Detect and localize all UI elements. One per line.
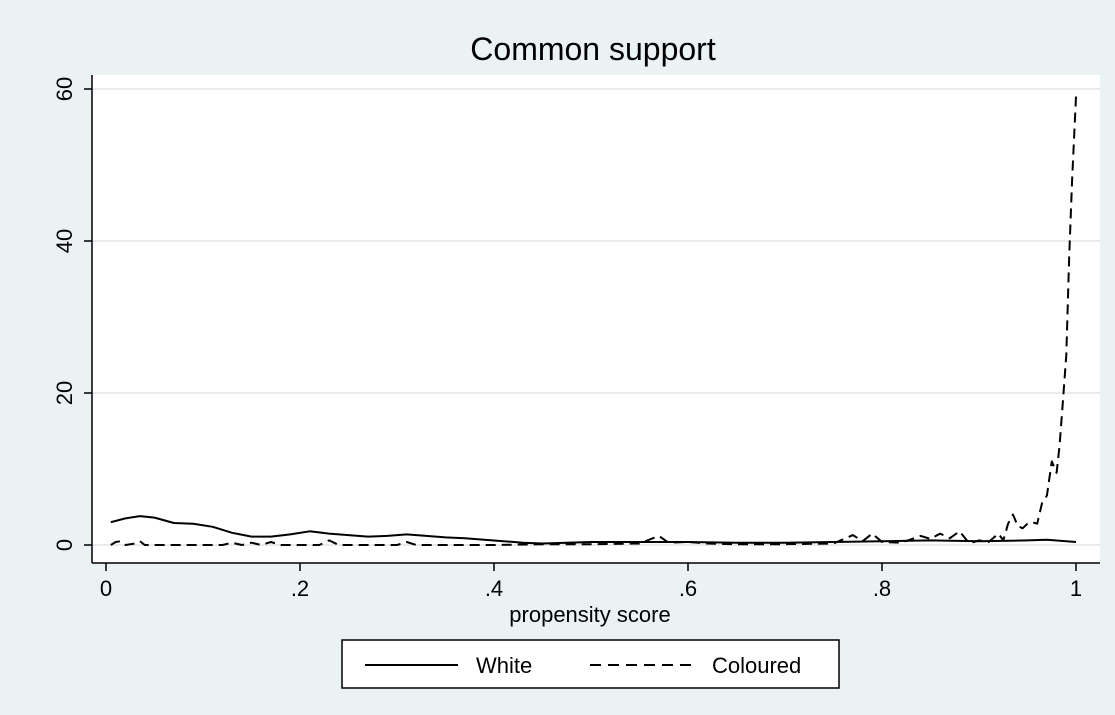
- axes: [91, 75, 1100, 564]
- y-tick-label-1: 20: [52, 381, 77, 405]
- x-tick-label-5: 1: [1070, 576, 1082, 601]
- legend-label-white: White: [476, 653, 532, 678]
- series-layer: [110, 96, 1077, 546]
- grid-lines: [92, 88, 1100, 546]
- x-tick-label-3: .6: [679, 576, 697, 601]
- series-line-white: [110, 515, 1077, 545]
- legend-label-coloured: Coloured: [712, 653, 801, 678]
- y-tick-label-0: 0: [52, 539, 77, 551]
- legend: White Coloured: [341, 639, 840, 689]
- chart-title: Common support: [470, 31, 716, 67]
- plot-area: [92, 75, 1100, 563]
- series-line-coloured: [110, 96, 1077, 546]
- x-tick-label-4: .8: [873, 576, 891, 601]
- tick-marks: 0 20 40 60 0 .2 .4 .6 .8 1: [52, 77, 1082, 601]
- x-tick-label-2: .4: [485, 576, 503, 601]
- x-axis-label: propensity score: [509, 602, 670, 627]
- y-tick-label-3: 60: [52, 77, 77, 101]
- x-tick-label-0: 0: [100, 576, 112, 601]
- x-tick-label-1: .2: [291, 576, 309, 601]
- y-tick-label-2: 40: [52, 229, 77, 253]
